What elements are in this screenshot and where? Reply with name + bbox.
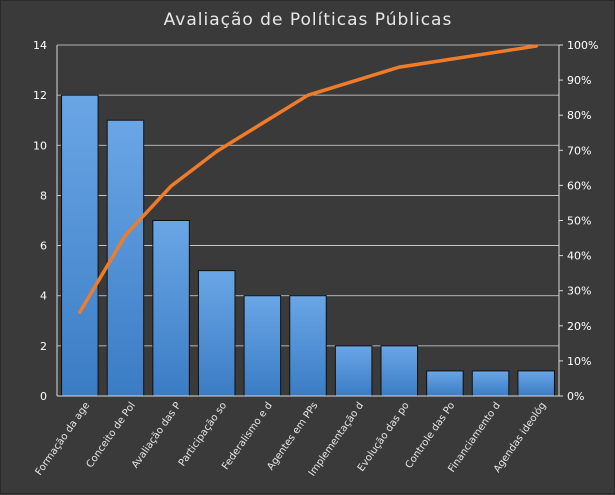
y2-tick-label: 100% — [567, 39, 598, 52]
y-tick-label: 10 — [33, 139, 47, 152]
y2-tick-label: 20% — [567, 320, 591, 333]
x-category-label: Evolução das po — [356, 400, 412, 473]
x-category-label: Federalismo e d — [220, 400, 275, 472]
y2-tick-label: 90% — [567, 74, 591, 87]
y2-tick-label: 0% — [567, 390, 584, 403]
line-point — [260, 121, 264, 125]
line-point — [352, 79, 356, 83]
cumulative-line — [78, 44, 538, 314]
y2-tick-label: 50% — [567, 215, 591, 228]
bar — [243, 295, 282, 397]
y2-tick-label: 70% — [567, 144, 591, 157]
line-point — [215, 149, 219, 153]
bar — [61, 94, 99, 397]
line-point — [443, 58, 447, 62]
y2-tick-label: 30% — [567, 285, 591, 298]
x-category-label: Conceito de Pol — [85, 400, 138, 470]
y2-tick-label: 60% — [567, 179, 591, 192]
line-point — [169, 184, 173, 188]
secondary-y-axis: 0% 10% 20% 30% 40% 50% 60% 70% 80% 90% 100% — [558, 39, 598, 403]
x-category-label: Controle das Po — [404, 400, 458, 470]
y-tick-label: 8 — [40, 189, 47, 202]
line-point — [123, 233, 128, 237]
x-category-label: Formação da age — [34, 400, 93, 477]
primary-y-axis: 0 2 4 6 8 10 12 14 — [33, 39, 58, 403]
bar — [289, 295, 327, 397]
x-category-label: Avaliação das P — [130, 400, 184, 470]
line-point — [534, 44, 538, 48]
x-category-label: Agentes em PPs — [265, 400, 320, 472]
bar — [517, 370, 555, 397]
bar — [426, 370, 464, 397]
line-point — [488, 51, 493, 55]
y-tick-label: 4 — [40, 290, 47, 303]
y2-tick-label: 80% — [567, 109, 591, 122]
bar — [152, 220, 190, 397]
bar — [380, 345, 419, 397]
line-point — [78, 310, 82, 314]
bar — [471, 370, 510, 397]
line-point — [306, 93, 310, 97]
y2-tick-label: 10% — [567, 355, 591, 368]
y-tick-label: 14 — [33, 39, 47, 52]
x-category-label: Participação so — [177, 400, 229, 468]
line-point — [397, 65, 401, 69]
y-tick-label: 12 — [33, 89, 47, 102]
chart-title: Avaliação de Políticas Públicas — [164, 10, 453, 30]
y-tick-label: 0 — [40, 390, 47, 403]
y-tick-label: 6 — [40, 240, 47, 253]
y-tick-label: 2 — [40, 340, 47, 353]
cumulative-line-series — [78, 44, 538, 314]
bar — [334, 345, 373, 397]
bar — [197, 270, 236, 397]
y2-tick-label: 40% — [567, 250, 591, 263]
